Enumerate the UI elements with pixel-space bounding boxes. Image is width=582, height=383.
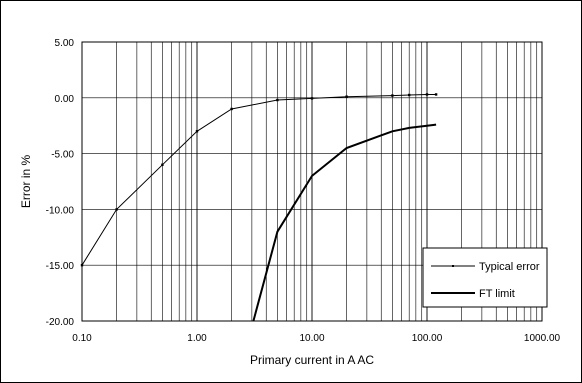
y-tick-label: -20.00 xyxy=(46,317,75,328)
x-tick-label: 10.00 xyxy=(299,333,324,344)
legend-label-typical: Typical error xyxy=(479,261,540,273)
series-typical-error-point xyxy=(115,208,118,211)
series-typical-error-point xyxy=(345,95,348,98)
y-tick-label: 5.00 xyxy=(55,38,75,49)
series-typical-error-point xyxy=(161,163,164,166)
grid xyxy=(82,42,542,321)
x-tick-labels: 0.10 1.00 10.00 100.00 1000.00 xyxy=(72,333,560,344)
legend-label-ft: FT limit xyxy=(479,288,515,300)
x-axis-title: Primary current in A AC xyxy=(250,353,374,367)
y-tick-label: 0.00 xyxy=(55,94,75,105)
y-tick-label: -10.00 xyxy=(46,205,75,216)
series-typical-error-point xyxy=(434,93,438,96)
legend: Typical error FT limit xyxy=(422,247,548,308)
series-typical-error-point xyxy=(425,93,429,96)
series-layer xyxy=(80,93,438,321)
series-typical-error-point xyxy=(276,98,279,102)
x-tick-label: 1.00 xyxy=(187,333,207,344)
series-typical-error-point xyxy=(195,130,199,133)
legend-marker-typical xyxy=(452,265,454,267)
y-tick-labels: 5.00 0.00 -5.00 -10.00 -15.00 -20.00 xyxy=(46,38,75,328)
legend-box xyxy=(422,247,548,308)
x-tick-label: 100.00 xyxy=(412,333,443,344)
series-typical-error-line xyxy=(81,94,437,266)
y-tick-label: -15.00 xyxy=(46,261,75,272)
series-typical-error-point xyxy=(407,93,411,97)
x-tick-label: 0.10 xyxy=(72,333,92,344)
y-tick-label: -5.00 xyxy=(51,150,74,161)
series-typical-error-point xyxy=(230,107,233,111)
x-tick-label: 1000.00 xyxy=(524,333,561,344)
series-ft-limit-line xyxy=(252,123,437,321)
y-axis-title: Error in % xyxy=(19,154,33,208)
series-typical-error-point xyxy=(310,97,314,100)
plot-border xyxy=(81,41,543,322)
series-typical-error-point xyxy=(391,94,394,97)
series-typical-error-point xyxy=(80,264,84,267)
